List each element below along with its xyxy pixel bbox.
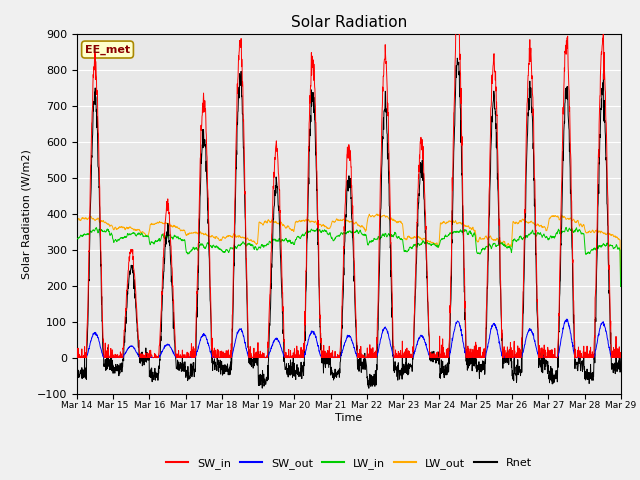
Legend: SW_in, SW_out, LW_in, LW_out, Rnet: SW_in, SW_out, LW_in, LW_out, Rnet (162, 453, 536, 473)
Y-axis label: Solar Radiation (W/m2): Solar Radiation (W/m2) (21, 149, 31, 278)
X-axis label: Time: Time (335, 413, 362, 423)
Text: EE_met: EE_met (85, 44, 130, 55)
Title: Solar Radiation: Solar Radiation (291, 15, 407, 30)
